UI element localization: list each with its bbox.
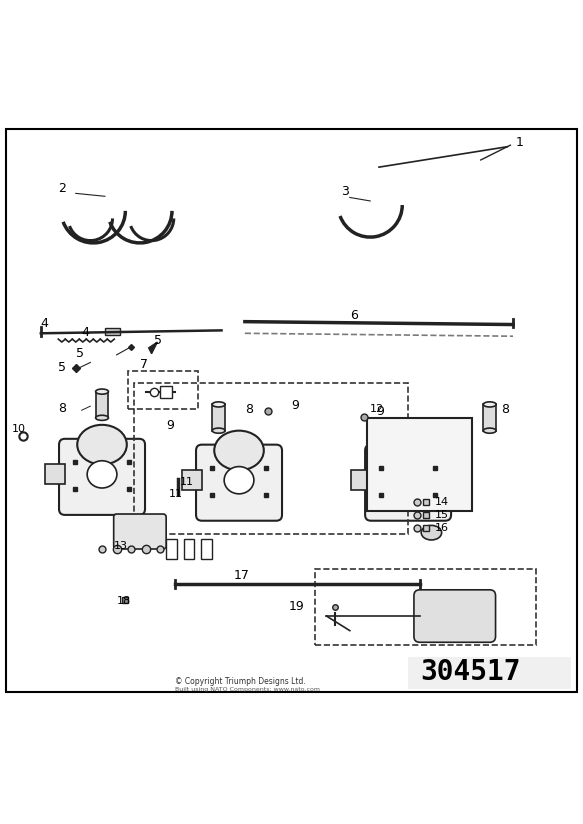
Text: 15: 15: [434, 510, 448, 520]
Bar: [367, 418, 472, 511]
Ellipse shape: [212, 428, 225, 433]
Ellipse shape: [96, 415, 108, 420]
Text: 2: 2: [58, 181, 66, 194]
FancyBboxPatch shape: [114, 514, 166, 549]
Bar: [182, 471, 202, 490]
Text: 9: 9: [166, 419, 174, 433]
Ellipse shape: [421, 526, 442, 540]
Bar: [96, 391, 108, 418]
Text: © Copyright Triumph Designs Ltd.: © Copyright Triumph Designs Ltd.: [175, 677, 305, 686]
Bar: [45, 465, 65, 485]
Ellipse shape: [77, 425, 127, 465]
Bar: [184, 539, 194, 559]
Bar: [166, 539, 177, 559]
Bar: [128, 371, 198, 409]
Text: 5: 5: [76, 347, 84, 359]
Text: 6: 6: [350, 309, 358, 321]
Ellipse shape: [212, 402, 225, 407]
Text: 10: 10: [12, 424, 26, 434]
Text: 304517: 304517: [420, 658, 520, 686]
Text: 7: 7: [140, 358, 148, 372]
Ellipse shape: [483, 402, 496, 407]
Bar: [408, 657, 571, 689]
Text: 16: 16: [434, 523, 448, 533]
FancyBboxPatch shape: [59, 439, 145, 515]
Text: Built using NATO Components: www.nato.com: Built using NATO Components: www.nato.co…: [175, 686, 320, 691]
Bar: [134, 383, 408, 535]
Ellipse shape: [483, 428, 496, 433]
FancyBboxPatch shape: [414, 590, 496, 642]
Text: 9: 9: [376, 405, 384, 418]
Text: 9: 9: [292, 399, 300, 412]
Text: 17: 17: [233, 569, 249, 582]
FancyBboxPatch shape: [196, 445, 282, 521]
Text: 3: 3: [341, 185, 349, 198]
Text: 11: 11: [180, 477, 194, 487]
Text: 8: 8: [245, 403, 253, 416]
Ellipse shape: [384, 431, 433, 471]
Text: 19: 19: [289, 600, 304, 613]
Ellipse shape: [224, 466, 254, 494]
Text: 4: 4: [41, 317, 49, 330]
Ellipse shape: [96, 389, 108, 394]
Bar: [105, 328, 120, 335]
Text: 8: 8: [501, 403, 510, 416]
Polygon shape: [149, 342, 157, 353]
Bar: [212, 405, 225, 431]
Text: 5: 5: [58, 361, 66, 374]
Text: 8: 8: [58, 402, 66, 415]
Text: 18: 18: [117, 597, 131, 606]
FancyBboxPatch shape: [365, 445, 451, 521]
Text: 4: 4: [82, 326, 90, 339]
Ellipse shape: [87, 461, 117, 488]
Text: 1: 1: [516, 136, 524, 148]
Text: 12: 12: [370, 404, 384, 414]
Ellipse shape: [214, 431, 264, 471]
Text: 14: 14: [434, 497, 448, 508]
Bar: [201, 539, 212, 559]
Bar: [315, 569, 536, 645]
Text: 5: 5: [154, 334, 163, 347]
Bar: [351, 471, 371, 490]
Ellipse shape: [393, 466, 423, 494]
Text: 13: 13: [114, 541, 128, 551]
Text: 11: 11: [169, 489, 183, 499]
Bar: [483, 405, 496, 431]
